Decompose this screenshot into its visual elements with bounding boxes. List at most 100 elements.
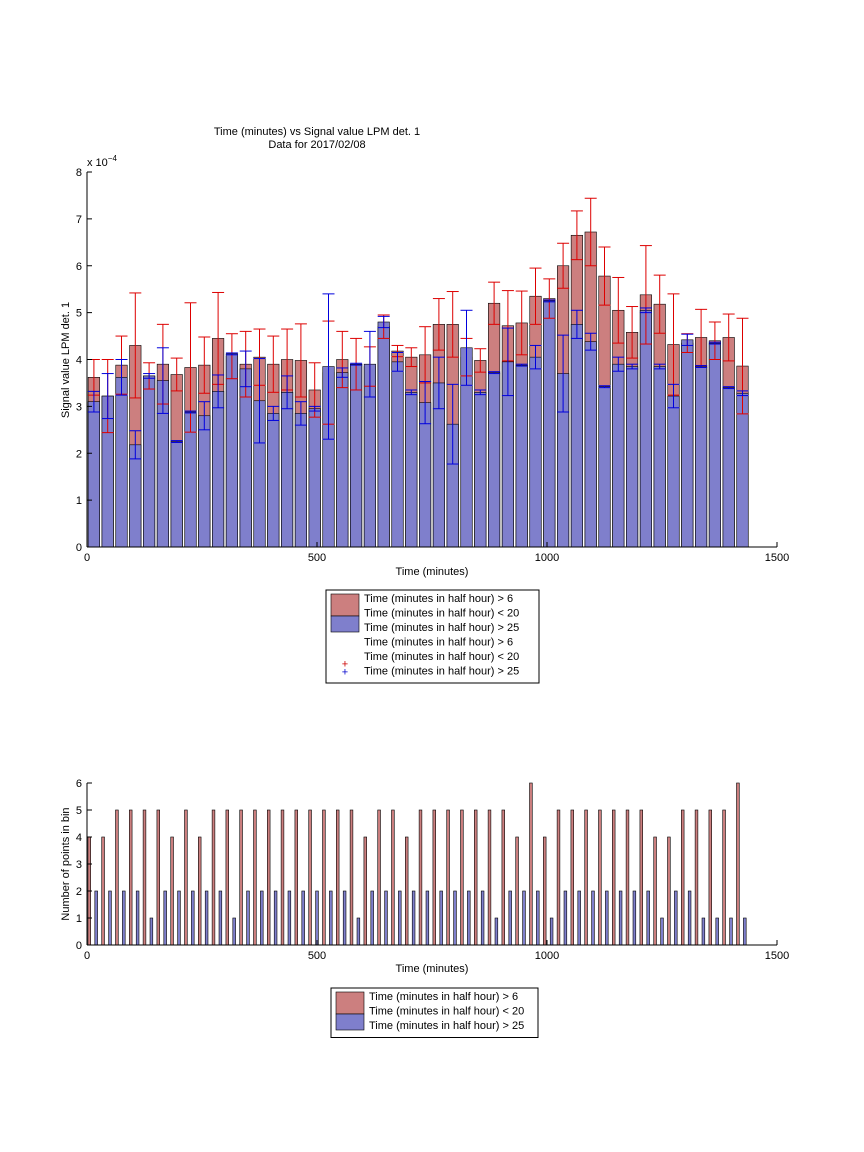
bar xyxy=(432,809,436,946)
legend: Time (minutes in half hour) > 6 Time (min… xyxy=(325,589,540,684)
y-tick-label: 3 xyxy=(76,401,82,413)
x-tick-label: 1000 xyxy=(535,552,559,564)
bar xyxy=(239,809,243,946)
x-tick-label: 1500 xyxy=(765,950,789,962)
x-tick-label: 500 xyxy=(308,552,326,564)
y-tick-label: 8 xyxy=(76,167,82,179)
bar xyxy=(280,809,285,946)
bar xyxy=(639,809,643,946)
bar xyxy=(453,890,457,946)
bar xyxy=(273,890,278,946)
bar xyxy=(488,372,501,548)
bar xyxy=(694,809,699,946)
bar xyxy=(211,809,216,946)
bar xyxy=(170,441,183,548)
bar xyxy=(370,890,374,946)
bar xyxy=(687,890,692,946)
bar xyxy=(135,890,140,946)
bar xyxy=(191,890,195,946)
legend-entry: Time (minutes in half hour) < 20 xyxy=(364,608,519,620)
bar xyxy=(591,890,595,946)
bar xyxy=(253,809,257,946)
y-axis-label: Signal value LPM det. 1 xyxy=(60,302,72,418)
y-tick-label: 0 xyxy=(76,940,82,952)
y-tick-label: 2 xyxy=(76,886,82,898)
bar xyxy=(308,408,321,548)
bar xyxy=(129,444,142,548)
x-axis-label: Time (minutes) xyxy=(396,963,469,975)
legend-swatch xyxy=(330,593,360,617)
bar xyxy=(736,392,749,548)
bar xyxy=(336,809,340,946)
bar xyxy=(115,377,128,548)
bar xyxy=(115,809,119,946)
y-axis-label: Number of points in bin xyxy=(60,807,72,920)
bar xyxy=(536,890,540,946)
bar xyxy=(729,917,733,946)
bar xyxy=(695,366,708,548)
bar xyxy=(515,364,528,548)
x-tick-label: 1500 xyxy=(765,552,789,564)
bar xyxy=(681,339,694,548)
bar xyxy=(508,890,512,946)
bar xyxy=(301,890,305,946)
bar xyxy=(398,890,402,946)
bar xyxy=(515,836,519,946)
bar xyxy=(632,890,637,946)
axes-layer: 0 500 1000 1500 0 1 2 3 4 5 6 xyxy=(76,778,789,962)
bar xyxy=(225,809,229,946)
legend-swatch xyxy=(335,1013,365,1031)
legend-swatch xyxy=(330,615,360,633)
x-tick-label: 1000 xyxy=(535,950,559,962)
bar xyxy=(701,917,706,946)
y-tick-label: 7 xyxy=(76,214,82,226)
bar xyxy=(708,342,721,548)
bar xyxy=(625,809,630,946)
bar xyxy=(570,809,574,946)
bar xyxy=(143,375,156,548)
legend-entry: Time (minutes in half hour) > 6 xyxy=(364,637,513,649)
bar xyxy=(315,890,319,946)
y-exponent-label: x 10−4 xyxy=(87,154,117,169)
bar xyxy=(287,890,292,946)
y-tick-label: 4 xyxy=(76,355,82,367)
x-tick-label: 0 xyxy=(84,950,90,962)
bar xyxy=(467,890,471,946)
bar xyxy=(474,809,478,946)
bar xyxy=(543,836,547,946)
bar xyxy=(232,917,236,946)
bar xyxy=(377,321,390,548)
bar xyxy=(667,395,680,548)
bar xyxy=(556,809,561,946)
bar xyxy=(715,917,719,946)
bar xyxy=(570,324,583,548)
bar xyxy=(639,309,652,548)
bar xyxy=(260,890,264,946)
bar xyxy=(584,809,588,946)
bar xyxy=(653,366,666,548)
y-tick-label: 6 xyxy=(76,261,82,273)
bar xyxy=(439,890,443,946)
bar xyxy=(577,890,581,946)
legend-swatch xyxy=(335,991,365,1015)
bar xyxy=(246,890,250,946)
bar xyxy=(218,890,223,946)
legend-entry: Time (minutes in half hour) < 20 xyxy=(369,1006,524,1018)
bar xyxy=(612,809,616,946)
chart-title: Time (minutes) vs Signal value LPM det. … xyxy=(214,126,420,138)
bar xyxy=(660,917,664,946)
bar xyxy=(646,890,650,946)
bar xyxy=(487,809,492,946)
bar xyxy=(480,890,485,946)
bar xyxy=(563,890,568,946)
x-tick-label: 500 xyxy=(308,950,326,962)
bar xyxy=(618,890,623,946)
bar xyxy=(708,809,712,946)
count-chart: 0 500 1000 1500 0 1 2 3 4 5 6 Time (minutes) Numbe… xyxy=(60,778,789,1038)
legend-entry: Time (minutes in half hour) > 25 xyxy=(364,622,519,634)
bar xyxy=(681,809,685,946)
bar xyxy=(363,836,367,946)
bar xyxy=(198,836,202,946)
bar xyxy=(170,836,174,946)
